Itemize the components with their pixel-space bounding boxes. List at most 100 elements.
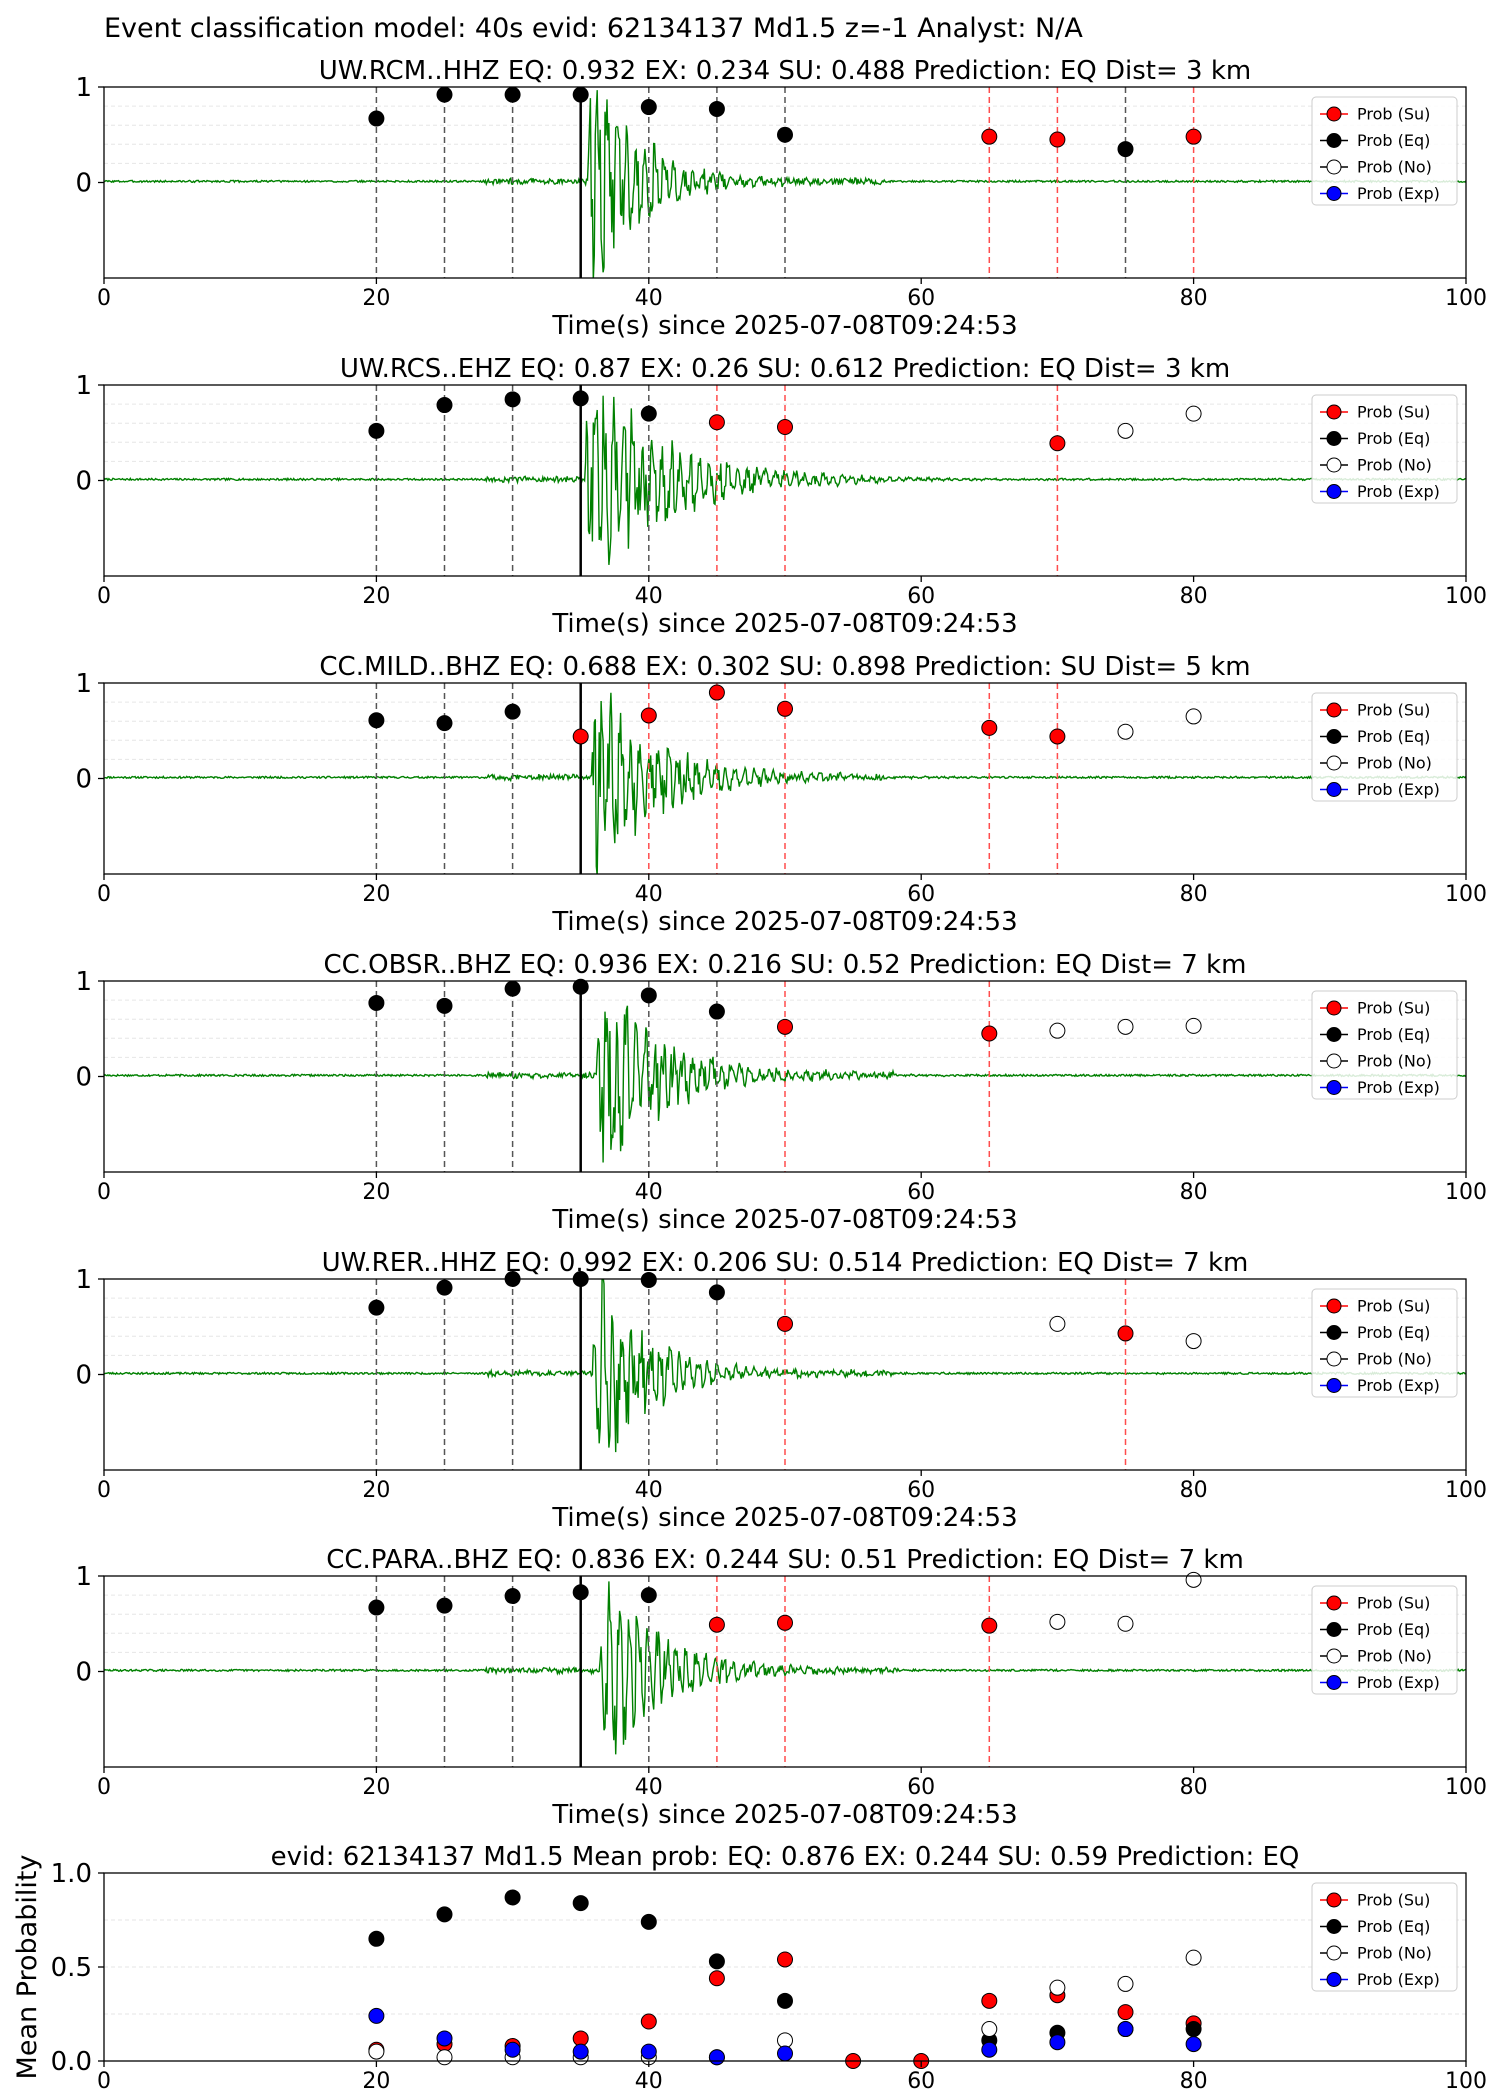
- prob-point-eq: [708, 1003, 725, 1020]
- legend-marker: [1326, 1675, 1342, 1690]
- legend-marker: [1326, 1053, 1342, 1069]
- x-tick-label: 0: [97, 1478, 111, 1503]
- legend-marker: [1326, 1351, 1342, 1367]
- legend-label-su: Prob (Su): [1357, 1891, 1430, 1910]
- legend-label-eq: Prob (Eq): [1357, 131, 1430, 150]
- prob-point-su: [981, 128, 998, 145]
- legend-box: [1311, 394, 1458, 504]
- legend-marker: [1326, 702, 1342, 718]
- legend-marker: [1326, 106, 1342, 122]
- prob-point-no: [1049, 1315, 1066, 1332]
- prob-point-su: [981, 719, 998, 736]
- x-axis-label: Time(s) since 2025-07-08T09:24:53: [551, 1800, 1017, 1830]
- panel-title: CC.PARA..BHZ EQ: 0.836 EX: 0.244 SU: 0.5…: [326, 1545, 1244, 1575]
- prob-point-su: [708, 1616, 725, 1633]
- panel-title: CC.MILD..BHZ EQ: 0.688 EX: 0.302 SU: 0.8…: [319, 652, 1250, 682]
- legend-marker: [1326, 729, 1342, 744]
- x-tick-label: 0: [97, 584, 111, 609]
- legend-box: [1311, 1288, 1458, 1398]
- legend-marker: [1326, 186, 1342, 201]
- prob-point-eq: [436, 397, 453, 414]
- prob-point-eq: [368, 994, 385, 1011]
- prob-point-no: [1049, 1613, 1066, 1630]
- y-tick-label: 1: [75, 1265, 92, 1295]
- prob-point-eq: [504, 1588, 521, 1605]
- x-tick-label: 0: [97, 1775, 111, 1800]
- prob-point-eq: [640, 99, 657, 116]
- legend-marker: [1326, 1378, 1342, 1393]
- prob-point-no: [1049, 1022, 1066, 1039]
- x-tick-label: 20: [362, 1775, 390, 1800]
- prob-point-su: [572, 728, 589, 745]
- mean-point-exp: [504, 2041, 521, 2058]
- legend-label-no: Prob (No): [1357, 1350, 1432, 1369]
- legend-label-no: Prob (No): [1357, 158, 1432, 177]
- x-tick-label: 0: [97, 2069, 111, 2094]
- legend-marker: [1326, 1027, 1342, 1042]
- y-tick-label: 0: [75, 1361, 92, 1391]
- x-tick-label: 100: [1445, 286, 1487, 311]
- x-axis-label: Time(s) since 2025-07-08T09:24:53: [551, 907, 1017, 937]
- panel-title: UW.RER..HHZ EQ: 0.992 EX: 0.206 SU: 0.51…: [322, 1248, 1249, 1278]
- legend-label-eq: Prob (Eq): [1357, 1917, 1430, 1936]
- x-tick-label: 40: [635, 286, 663, 311]
- x-tick-label: 100: [1445, 1478, 1487, 1503]
- mean-point-exp: [436, 2030, 453, 2047]
- legend-label-eq: Prob (Eq): [1357, 1025, 1430, 1044]
- legend-marker: [1326, 1622, 1342, 1637]
- mean-point-exp: [640, 2043, 657, 2060]
- legend-label-no: Prob (No): [1357, 1944, 1432, 1963]
- mean-point-exp: [572, 2043, 589, 2060]
- y-tick-label: 0: [75, 169, 92, 199]
- prob-point-eq: [368, 1299, 385, 1316]
- prob-point-eq: [572, 86, 589, 103]
- prob-point-eq: [436, 86, 453, 103]
- prob-point-eq: [368, 110, 385, 127]
- x-tick-label: 0: [97, 286, 111, 311]
- prob-point-eq: [640, 405, 657, 422]
- prob-point-su: [1117, 1325, 1134, 1342]
- y-tick-label: 0: [75, 467, 92, 497]
- x-tick-label: 20: [362, 2069, 390, 2094]
- legend-label-exp: Prob (Exp): [1357, 780, 1440, 799]
- legend-label-su: Prob (Su): [1357, 999, 1430, 1018]
- mean-point-eq: [504, 1889, 521, 1906]
- y-tick-label: 1: [75, 1562, 92, 1592]
- y-tick-label: 1: [75, 371, 92, 401]
- x-tick-label: 80: [1180, 1180, 1208, 1205]
- mean-point-eq: [777, 1992, 793, 2009]
- legend-marker: [1326, 1972, 1342, 1987]
- legend-label-su: Prob (Su): [1357, 1594, 1430, 1613]
- legend-label-no: Prob (No): [1357, 754, 1432, 773]
- mean-point-eq: [436, 1906, 453, 1923]
- x-tick-label: 40: [635, 584, 663, 609]
- prob-point-su: [981, 1025, 998, 1042]
- x-tick-label: 100: [1445, 2069, 1487, 2094]
- prob-point-eq: [504, 703, 521, 720]
- x-tick-label: 60: [907, 1775, 935, 1800]
- x-tick-label: 60: [907, 286, 935, 311]
- prob-point-eq: [504, 980, 521, 997]
- prob-point-eq: [368, 422, 385, 439]
- x-tick-label: 0: [97, 1180, 111, 1205]
- panel-title: UW.RCM..HHZ EQ: 0.932 EX: 0.234 SU: 0.48…: [319, 56, 1251, 86]
- legend-box: [1311, 1882, 1458, 1992]
- panel-2: UW.RCS..EHZ EQ: 0.87 EX: 0.26 SU: 0.612 …: [75, 354, 1487, 639]
- mean-point-no: [1049, 1979, 1066, 1996]
- legend-label-su: Prob (Su): [1357, 403, 1430, 422]
- legend-marker: [1326, 457, 1342, 473]
- legend-label-exp: Prob (Exp): [1357, 1970, 1440, 1989]
- legend-marker: [1326, 404, 1342, 420]
- x-tick-label: 60: [907, 1478, 935, 1503]
- mean-point-exp: [1185, 2036, 1202, 2053]
- legend-label-no: Prob (No): [1357, 1647, 1432, 1666]
- prob-point-eq: [572, 1584, 589, 1601]
- x-tick-label: 80: [1180, 1478, 1208, 1503]
- panel-title: evid: 62134137 Md1.5 Mean prob: EQ: 0.87…: [271, 1842, 1300, 1872]
- prob-point-eq: [436, 1597, 453, 1614]
- legend-marker: [1326, 1919, 1342, 1934]
- x-tick-label: 20: [362, 1180, 390, 1205]
- prob-point-su: [777, 700, 793, 717]
- panel-1: UW.RCM..HHZ EQ: 0.932 EX: 0.234 SU: 0.48…: [75, 56, 1487, 341]
